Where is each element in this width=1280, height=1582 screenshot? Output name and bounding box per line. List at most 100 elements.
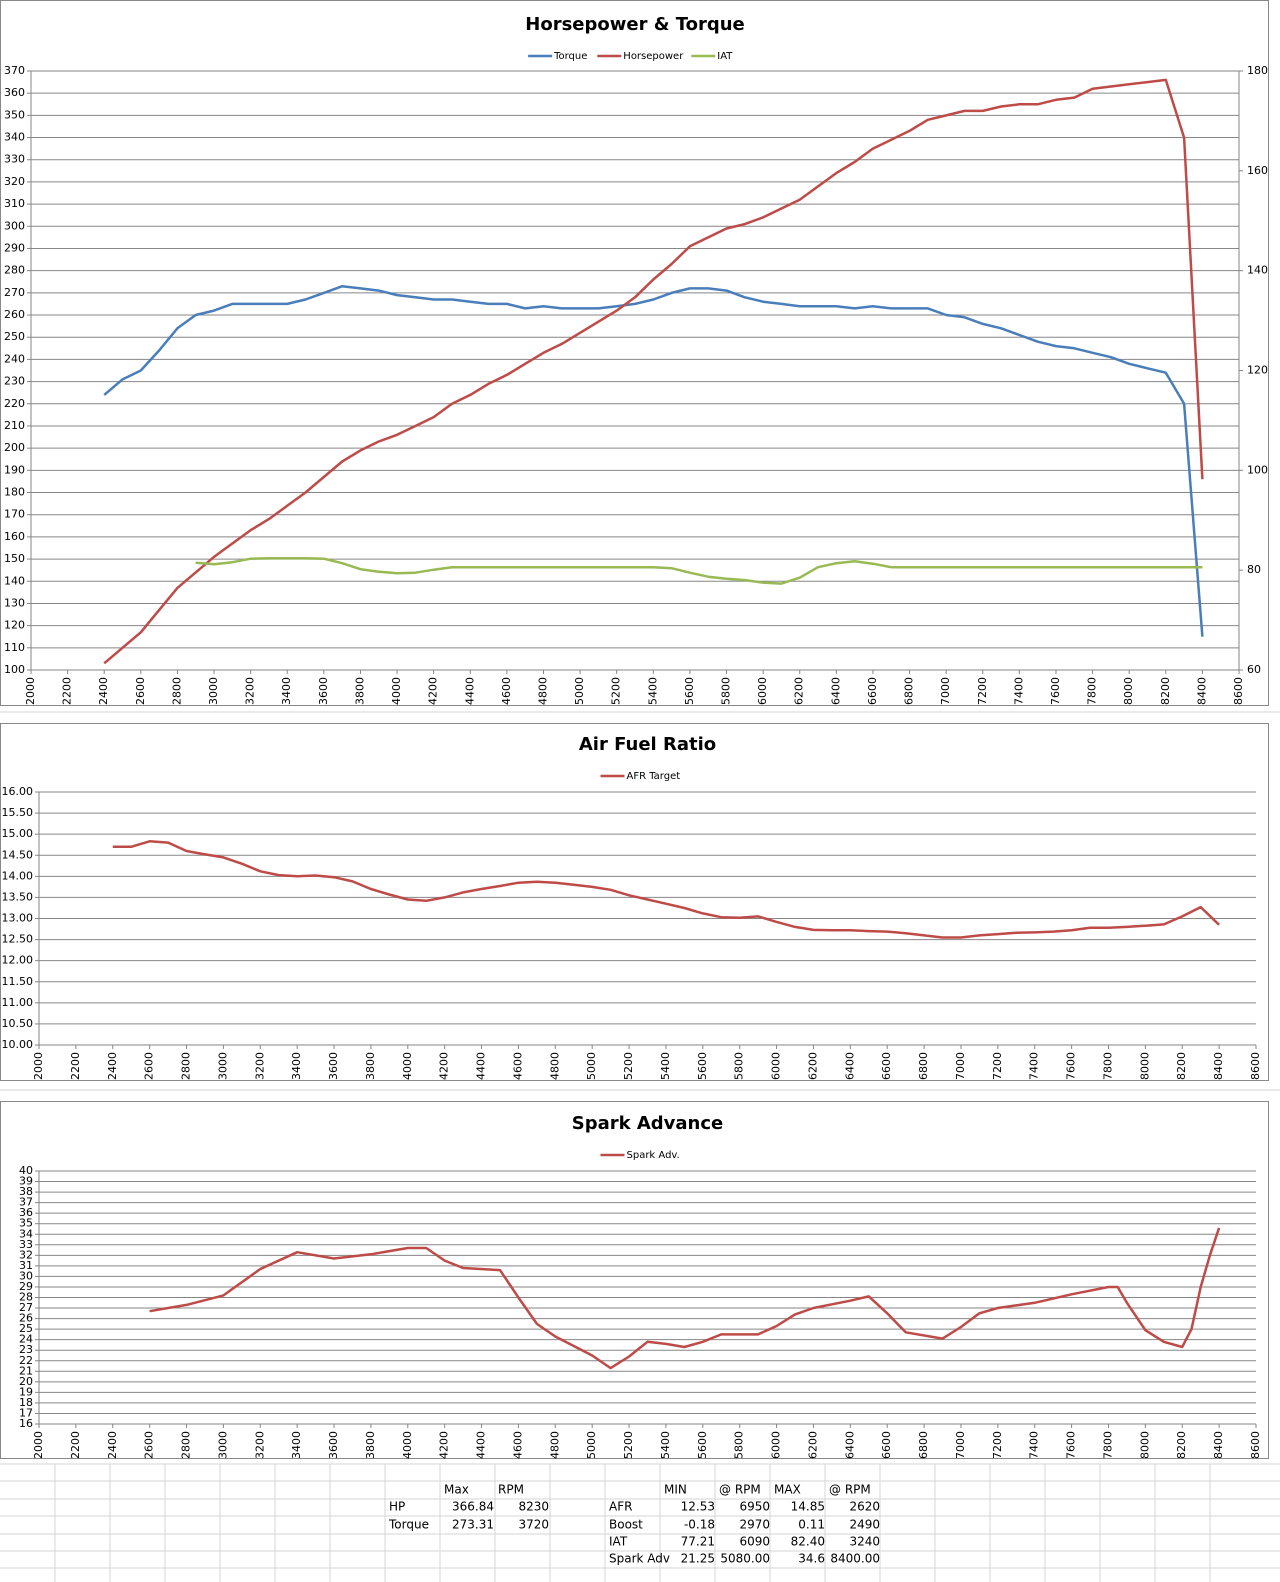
y2-tick-label: 60 xyxy=(1247,663,1261,676)
y-tick-label: 200 xyxy=(4,441,25,454)
table-cell: 6950 xyxy=(739,1500,770,1514)
x-tick-label: 4600 xyxy=(500,677,513,705)
x-tick-label: 5200 xyxy=(622,1431,635,1459)
x-tick-label: 8000 xyxy=(1138,1431,1151,1459)
x-tick-label: 7800 xyxy=(1101,1052,1114,1080)
x-tick-label: 2800 xyxy=(170,677,183,705)
x-tick-label: 5800 xyxy=(733,1052,746,1080)
x-tick-label: 6600 xyxy=(880,1052,893,1080)
x-tick-label: 7000 xyxy=(939,677,952,705)
x-tick-label: 3000 xyxy=(207,677,220,705)
table-header: Max xyxy=(444,1483,469,1497)
y-tick-label: 24 xyxy=(19,1333,33,1346)
y-tick-label: 19 xyxy=(19,1385,33,1398)
y-tick-label: 320 xyxy=(4,175,25,188)
y-tick-label: 15.00 xyxy=(2,827,34,840)
x-tick-label: 2600 xyxy=(143,1052,156,1080)
x-tick-label: 8400 xyxy=(1212,1431,1225,1459)
y-tick-label: 280 xyxy=(4,264,25,277)
x-tick-label: 6600 xyxy=(866,677,879,705)
y-tick-label: 30 xyxy=(19,1269,33,1282)
y-tick-label: 170 xyxy=(4,508,25,521)
x-tick-label: 5000 xyxy=(585,1052,598,1080)
y-tick-label: 15.50 xyxy=(2,806,34,819)
x-tick-label: 5400 xyxy=(659,1052,672,1080)
x-tick-label: 2400 xyxy=(97,677,110,705)
x-tick-label: 6800 xyxy=(917,1052,930,1080)
y-tick-label: 33 xyxy=(19,1238,33,1251)
table-cell: 2970 xyxy=(739,1518,770,1532)
y-tick-label: 17 xyxy=(19,1406,33,1419)
y-tick-label: 260 xyxy=(4,308,25,321)
x-tick-label: 3800 xyxy=(364,1052,377,1080)
x-tick-label: 6200 xyxy=(806,1052,819,1080)
x-tick-label: 7600 xyxy=(1049,677,1062,705)
table-cell: 6090 xyxy=(739,1535,770,1549)
x-tick-label: 3800 xyxy=(364,1431,377,1459)
y-tick-label: 220 xyxy=(4,397,25,410)
x-tick-label: 6400 xyxy=(843,1052,856,1080)
legend-label: Torque xyxy=(553,51,587,62)
x-tick-label: 7400 xyxy=(1028,1431,1041,1459)
y-tick-label: 290 xyxy=(4,241,25,254)
y-tick-label: 13.00 xyxy=(2,912,34,925)
x-tick-label: 4200 xyxy=(438,1052,451,1080)
x-tick-label: 3600 xyxy=(327,1431,340,1459)
x-tick-label: 8600 xyxy=(1249,1052,1262,1080)
table-cell: 366.84 xyxy=(452,1500,494,1514)
series-line xyxy=(195,556,1203,585)
x-tick-label: 6200 xyxy=(806,1431,819,1459)
y-tick-label: 18 xyxy=(19,1396,33,1409)
x-tick-label: 6000 xyxy=(770,1052,783,1080)
series-line xyxy=(103,78,1204,665)
x-tick-label: 4200 xyxy=(438,1431,451,1459)
y-tick-label: 130 xyxy=(4,596,25,609)
table-cell: 3720 xyxy=(518,1518,549,1532)
table-cell: 8400.00 xyxy=(830,1552,880,1566)
x-tick-label: 4600 xyxy=(511,1052,524,1080)
y-tick-label: 13.50 xyxy=(2,890,34,903)
x-tick-label: 7200 xyxy=(991,1431,1004,1459)
x-tick-label: 6800 xyxy=(917,1431,930,1459)
x-tick-label: 7000 xyxy=(954,1052,967,1080)
y-tick-label: 270 xyxy=(4,286,25,299)
y-tick-label: 240 xyxy=(4,352,25,365)
series-line xyxy=(103,284,1204,637)
x-tick-label: 2200 xyxy=(69,1052,82,1080)
chart-title: Spark Advance xyxy=(572,1113,724,1134)
chart-panel xyxy=(0,723,1269,1081)
table-cell: HP xyxy=(389,1500,405,1514)
y-tick-label: 10.00 xyxy=(2,1038,34,1051)
table-cell: Spark Adv xyxy=(609,1552,670,1566)
chart-title: Air Fuel Ratio xyxy=(579,734,716,755)
x-tick-label: 4000 xyxy=(401,1052,414,1080)
x-tick-label: 2800 xyxy=(180,1431,193,1459)
y-tick-label: 20 xyxy=(19,1375,33,1388)
table-header: @ RPM xyxy=(829,1483,871,1497)
y-tick-label: 350 xyxy=(4,108,25,121)
table-cell: Boost xyxy=(609,1518,643,1532)
x-tick-label: 8600 xyxy=(1232,677,1245,705)
y-tick-label: 22 xyxy=(19,1354,33,1367)
x-tick-label: 4400 xyxy=(475,1431,488,1459)
y-tick-label: 330 xyxy=(4,153,25,166)
y-tick-label: 14.50 xyxy=(2,848,34,861)
x-tick-label: 4400 xyxy=(475,1052,488,1080)
x-tick-label: 2400 xyxy=(106,1431,119,1459)
y-tick-label: 340 xyxy=(4,131,25,144)
y-tick-label: 370 xyxy=(4,64,25,77)
table-cell: IAT xyxy=(609,1535,628,1549)
y-tick-label: 11.50 xyxy=(2,975,34,988)
sheet-grid xyxy=(0,711,1280,1582)
y-tick-label: 360 xyxy=(4,86,25,99)
table-cell: 12.53 xyxy=(681,1500,715,1514)
table-header: RPM xyxy=(498,1483,524,1497)
table-cell: 273.31 xyxy=(452,1518,494,1532)
x-tick-label: 2600 xyxy=(134,677,147,705)
x-tick-label: 4400 xyxy=(463,677,476,705)
y-tick-label: 250 xyxy=(4,330,25,343)
x-tick-label: 5600 xyxy=(696,1431,709,1459)
y2-tick-label: 140 xyxy=(1247,264,1268,277)
y2-tick-label: 120 xyxy=(1247,364,1268,377)
y-tick-label: 34 xyxy=(19,1227,33,1240)
